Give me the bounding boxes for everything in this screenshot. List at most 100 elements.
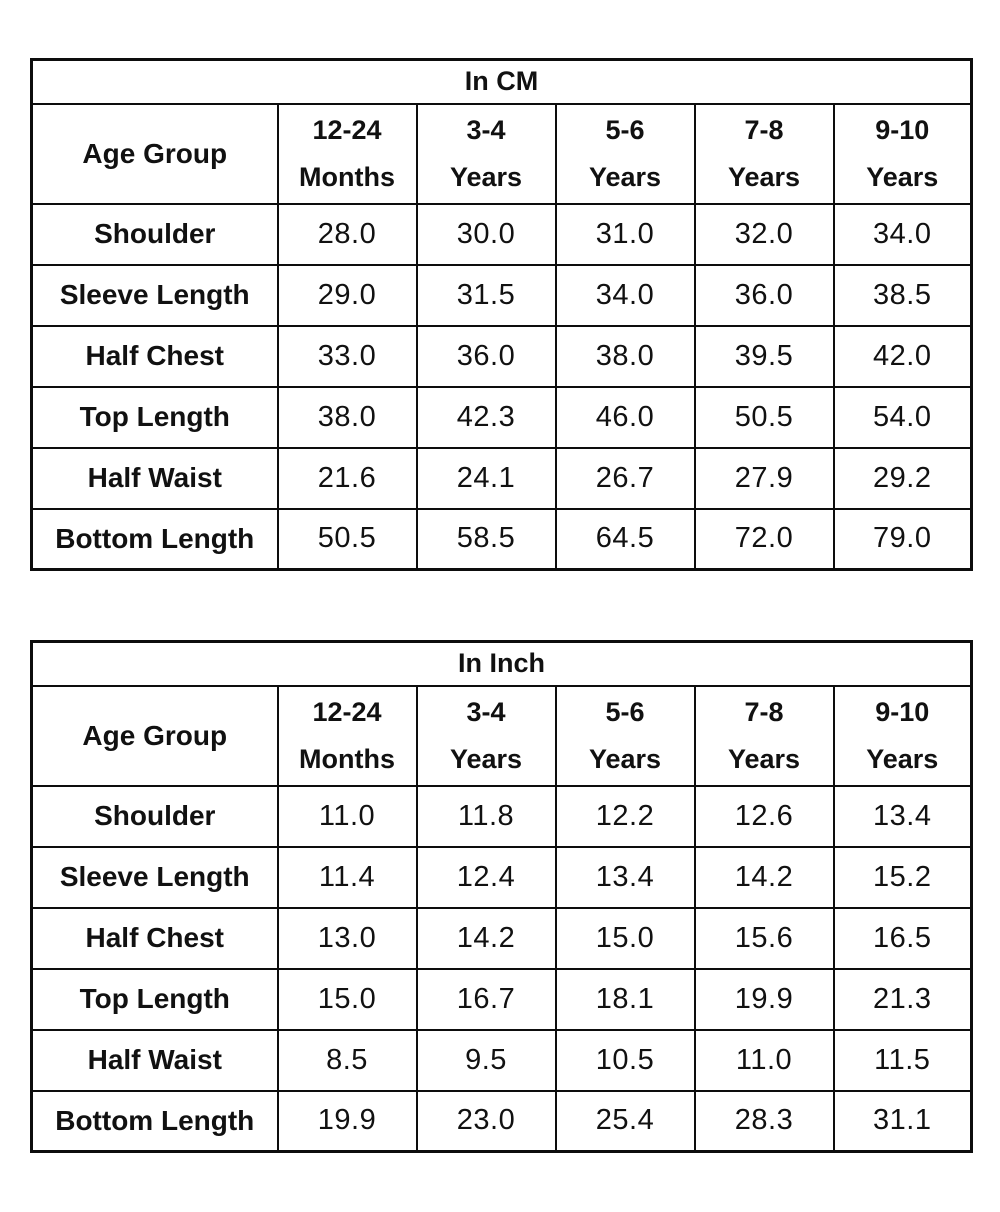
table-cell: 36.0	[693, 263, 835, 327]
table-cell: 58.5	[415, 507, 557, 571]
column-header-line2: Months	[299, 743, 395, 774]
table-cell: 42.0	[832, 324, 973, 388]
column-header-line1: 3-4	[466, 696, 506, 727]
column-header-line2: Years	[588, 161, 662, 192]
column-header-line2: Years	[727, 743, 801, 774]
table-cell: 11.8	[415, 784, 557, 848]
table-header-row: Age Group 12-24 Months 3-4 Years 5-6 Yea…	[30, 684, 973, 787]
column-header-9-10-years: 9-10 Years	[832, 102, 973, 205]
table-cell: 38.0	[276, 385, 418, 449]
table-header-row: Age Group 12-24 Months 3-4 Years 5-6 Yea…	[30, 102, 973, 205]
table-row-top-length: Top Length 15.0 16.7 18.1 19.9 21.3	[30, 967, 973, 1031]
row-label: Shoulder	[30, 202, 279, 266]
column-header-7-8-years: 7-8 Years	[693, 102, 835, 205]
table-cell: 38.5	[832, 263, 973, 327]
table-cell: 79.0	[832, 507, 973, 571]
column-header-7-8-years: 7-8 Years	[693, 684, 835, 787]
column-header-5-6-years: 5-6 Years	[554, 102, 696, 205]
row-label: Top Length	[30, 385, 279, 449]
table-cell: 39.5	[693, 324, 835, 388]
table-cell: 12.4	[415, 845, 557, 909]
table-row-half-waist: Half Waist 21.6 24.1 26.7 27.9 29.2	[30, 446, 973, 510]
table-cell: 29.2	[832, 446, 973, 510]
column-header-line2: Years	[588, 743, 662, 774]
table-cell: 38.0	[554, 324, 696, 388]
column-header-3-4-years: 3-4 Years	[415, 102, 557, 205]
column-header-line2: Years	[866, 161, 939, 192]
table-cell: 30.0	[415, 202, 557, 266]
table-row-top-length: Top Length 38.0 42.3 46.0 50.5 54.0	[30, 385, 973, 449]
column-header-line1: 12-24	[312, 696, 382, 727]
table-cell: 31.5	[415, 263, 557, 327]
age-group-header: Age Group	[30, 684, 279, 787]
size-table-cm: In CM Age Group 12-24 Months 3-4 Years 5…	[30, 58, 973, 571]
column-header-line1: 3-4	[466, 114, 506, 145]
table-cell: 14.2	[415, 906, 557, 970]
table-cell: 28.3	[693, 1089, 835, 1153]
table-cell: 21.6	[276, 446, 418, 510]
table-cell: 18.1	[554, 967, 696, 1031]
table-cell: 33.0	[276, 324, 418, 388]
table-cell: 13.4	[554, 845, 696, 909]
table-cell: 16.7	[415, 967, 557, 1031]
row-label: Top Length	[30, 967, 279, 1031]
table-row-shoulder: Shoulder 28.0 30.0 31.0 32.0 34.0	[30, 202, 973, 266]
row-label: Half Waist	[30, 446, 279, 510]
row-label: Half Waist	[30, 1028, 279, 1092]
table-cell: 54.0	[832, 385, 973, 449]
column-header-12-24-months: 12-24 Months	[276, 684, 418, 787]
table-cell: 11.0	[693, 1028, 835, 1092]
table-cell: 12.2	[554, 784, 696, 848]
column-header-5-6-years: 5-6 Years	[554, 684, 696, 787]
table-cell: 9.5	[415, 1028, 557, 1092]
table-row-half-chest: Half Chest 13.0 14.2 15.0 15.6 16.5	[30, 906, 973, 970]
table-cell: 34.0	[832, 202, 973, 266]
table-title: In Inch	[30, 640, 973, 687]
table-cell: 11.0	[276, 784, 418, 848]
table-cell: 36.0	[415, 324, 557, 388]
column-header-line2: Years	[866, 743, 939, 774]
column-header-line1: 9-10	[875, 114, 930, 145]
table-title: In CM	[30, 58, 973, 105]
column-header-line2: Years	[449, 161, 523, 192]
column-header-line2: Years	[449, 743, 523, 774]
table-cell: 13.0	[276, 906, 418, 970]
table-cell: 32.0	[693, 202, 835, 266]
column-header-line2: Years	[727, 161, 801, 192]
table-cell: 31.0	[554, 202, 696, 266]
row-label: Sleeve Length	[30, 845, 279, 909]
table-cell: 23.0	[415, 1089, 557, 1153]
table-cell: 13.4	[832, 784, 973, 848]
table-title-row: In Inch	[30, 640, 973, 687]
row-label: Sleeve Length	[30, 263, 279, 327]
row-label: Bottom Length	[30, 1089, 279, 1153]
table-cell: 19.9	[693, 967, 835, 1031]
table-cell: 64.5	[554, 507, 696, 571]
column-header-3-4-years: 3-4 Years	[415, 684, 557, 787]
table-cell: 14.2	[693, 845, 835, 909]
table-cell: 19.9	[276, 1089, 418, 1153]
table-cell: 31.1	[832, 1089, 973, 1153]
table-cell: 15.2	[832, 845, 973, 909]
table-cell: 8.5	[276, 1028, 418, 1092]
table-cell: 27.9	[693, 446, 835, 510]
table-cell: 11.4	[276, 845, 418, 909]
table-title-row: In CM	[30, 58, 973, 105]
row-label: Half Chest	[30, 324, 279, 388]
column-header-line1: 9-10	[875, 696, 930, 727]
column-header-12-24-months: 12-24 Months	[276, 102, 418, 205]
size-table-inch: In Inch Age Group 12-24 Months 3-4 Years…	[30, 640, 973, 1153]
table-cell: 25.4	[554, 1089, 696, 1153]
table-cell: 24.1	[415, 446, 557, 510]
table-cell: 50.5	[276, 507, 418, 571]
table-cell: 29.0	[276, 263, 418, 327]
column-header-line1: 12-24	[312, 114, 382, 145]
table-row-bottom-length: Bottom Length 50.5 58.5 64.5 72.0 79.0	[30, 507, 973, 571]
column-header-line1: 7-8	[744, 696, 784, 727]
table-cell: 12.6	[693, 784, 835, 848]
table-cell: 21.3	[832, 967, 973, 1031]
table-row-shoulder: Shoulder 11.0 11.8 12.2 12.6 13.4	[30, 784, 973, 848]
table-cell: 34.0	[554, 263, 696, 327]
table-cell: 26.7	[554, 446, 696, 510]
